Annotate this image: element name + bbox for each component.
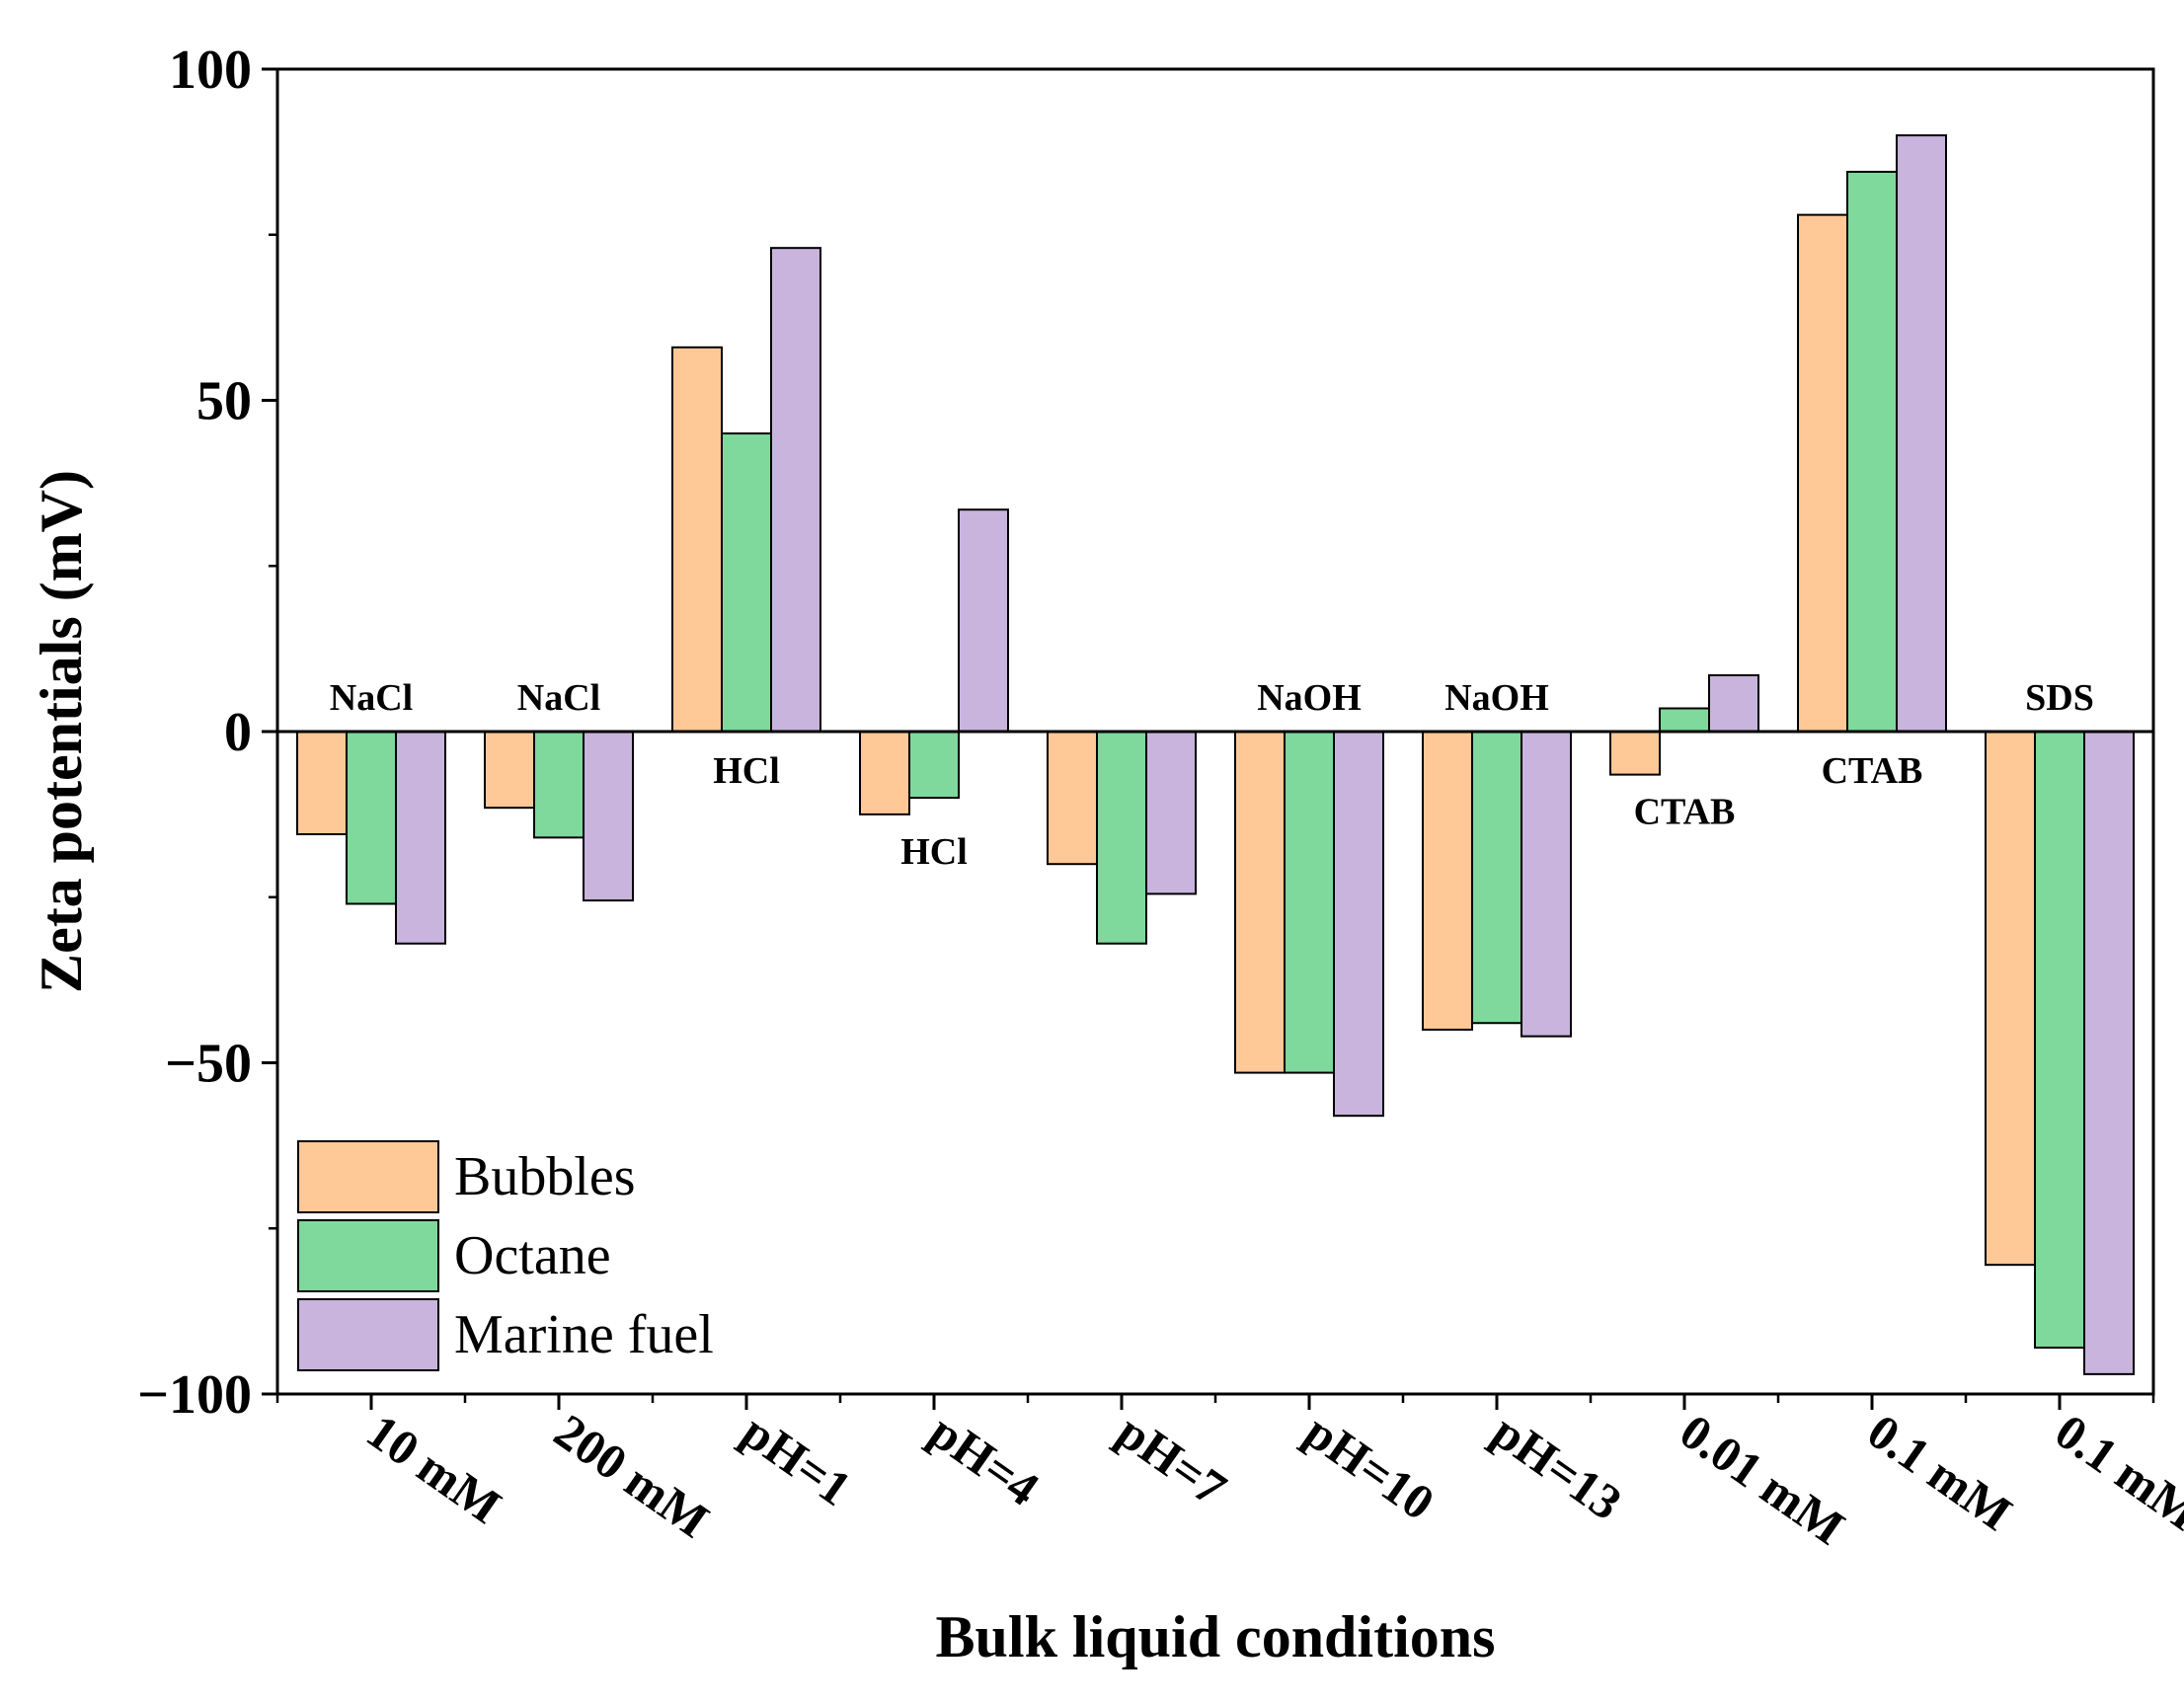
- bar-octane-0: [346, 731, 397, 905]
- legend-swatch-marine-fuel: [297, 1298, 439, 1371]
- bar-bubbles-5: [1234, 731, 1286, 1074]
- bar-marine-fuel-3: [958, 508, 1009, 734]
- y-axis-title: Zeta potentials (mV): [29, 470, 94, 993]
- bar-bubbles-8: [1797, 213, 1848, 733]
- bar-marine-fuel-6: [1521, 731, 1572, 1038]
- bar-octane-5: [1284, 731, 1335, 1074]
- bar-octane-8: [1846, 171, 1898, 733]
- group-annotation-9: SDS: [2025, 677, 2094, 719]
- x-category-label-8: 0.1 mM: [1858, 1403, 2022, 1541]
- bar-octane-4: [1096, 731, 1147, 945]
- x-category-label-7: 0.01 mM: [1671, 1403, 1855, 1555]
- bar-octane-2: [721, 432, 772, 733]
- bar-marine-fuel-2: [770, 247, 821, 733]
- bar-bubbles-3: [859, 731, 910, 815]
- legend-label-octane: Octane: [454, 1225, 611, 1286]
- bar-bubbles-2: [671, 346, 723, 733]
- bar-bubbles-7: [1609, 731, 1661, 776]
- bar-marine-fuel-5: [1333, 731, 1384, 1118]
- y-tick-label: 50: [196, 371, 252, 432]
- legend-swatch-bubbles: [297, 1140, 439, 1213]
- y-tick-label: 100: [169, 39, 252, 101]
- bar-marine-fuel-7: [1708, 673, 1759, 734]
- group-annotation-7: CTAB: [1634, 792, 1736, 833]
- bar-octane-9: [2034, 731, 2085, 1350]
- group-annotation-0: NaCl: [330, 677, 413, 719]
- bar-octane-6: [1471, 731, 1522, 1025]
- group-annotation-6: NaOH: [1444, 677, 1549, 719]
- bar-bubbles-9: [1985, 731, 2036, 1267]
- bar-marine-fuel-8: [1896, 134, 1947, 734]
- group-annotation-1: NaCl: [517, 677, 600, 719]
- bar-bubbles-1: [484, 731, 535, 810]
- x-axis-title: Bulk liquid conditions: [936, 1604, 1496, 1669]
- bar-octane-7: [1659, 707, 1710, 734]
- x-category-label-6: pH=13: [1483, 1403, 1632, 1530]
- bar-marine-fuel-4: [1145, 731, 1197, 895]
- bar-bubbles-6: [1422, 731, 1473, 1031]
- x-category-label-0: 10 mM: [357, 1403, 511, 1534]
- legend-label-bubbles: Bubbles: [454, 1146, 636, 1207]
- group-annotation-2: HCl: [713, 750, 780, 792]
- x-category-label-4: pH=7: [1108, 1403, 1237, 1516]
- y-tick-label: −100: [137, 1364, 252, 1426]
- x-category-label-1: 200 mM: [545, 1403, 720, 1548]
- y-tick-label: −50: [165, 1034, 252, 1095]
- bar-marine-fuel-1: [583, 731, 634, 902]
- group-annotation-5: NaOH: [1257, 677, 1362, 719]
- bar-marine-fuel-9: [2083, 731, 2135, 1375]
- x-category-label-9: 0.1 mM: [2046, 1403, 2184, 1541]
- legend-swatch-octane: [297, 1219, 439, 1292]
- x-category-label-3: pH=4: [920, 1403, 1050, 1516]
- x-category-label-2: pH=1: [733, 1403, 862, 1516]
- y-tick-label: 0: [224, 702, 252, 763]
- bar-marine-fuel-0: [395, 731, 446, 945]
- legend-label-marine-fuel: Marine fuel: [454, 1304, 714, 1365]
- group-annotation-3: HCl: [900, 831, 968, 873]
- bar-bubbles-0: [296, 731, 348, 836]
- bar-octane-3: [908, 731, 960, 800]
- bar-octane-1: [533, 731, 585, 839]
- bar-bubbles-4: [1047, 731, 1098, 866]
- x-category-label-5: pH=10: [1295, 1403, 1444, 1530]
- group-annotation-8: CTAB: [1822, 750, 1923, 792]
